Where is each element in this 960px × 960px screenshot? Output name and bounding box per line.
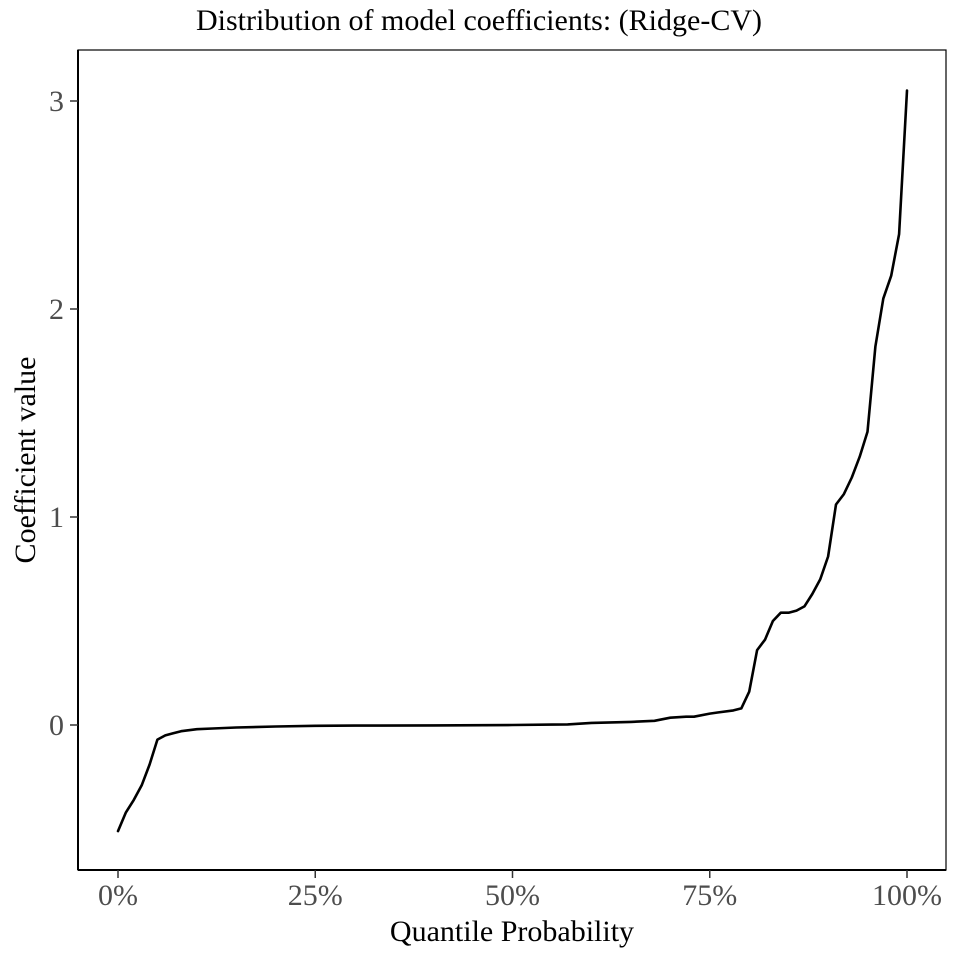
y-axis-label: Coefficient value	[9, 357, 42, 564]
y-tick-label: 3	[49, 85, 64, 118]
x-axis-ticks: 0% 25% 50% 75% 100%	[98, 870, 942, 912]
y-tick-label: 2	[49, 293, 64, 326]
y-tick-label: 1	[49, 501, 64, 534]
x-tick-label: 0%	[98, 879, 138, 912]
x-axis-label: Quantile Probability	[390, 915, 634, 948]
x-tick-label: 100%	[872, 879, 942, 912]
plot-panel-border	[77, 49, 947, 871]
coefficient-quantile-line	[116, 89, 909, 833]
y-tick-label: 0	[49, 709, 64, 742]
chart-title: Distribution of model coefficients: (Rid…	[196, 4, 762, 37]
x-tick-label: 25%	[288, 879, 343, 912]
y-axis-ticks: 0 1 2 3	[49, 85, 78, 742]
x-tick-label: 75%	[682, 879, 737, 912]
x-tick-label: 50%	[485, 879, 540, 912]
